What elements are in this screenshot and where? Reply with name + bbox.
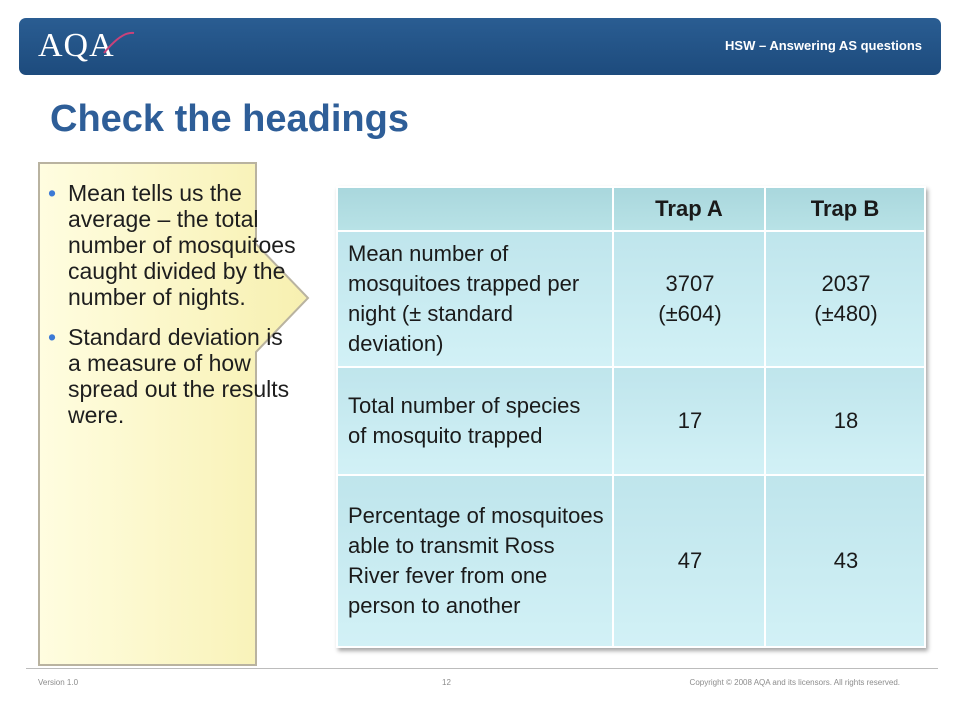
table-header-trap-a: Trap A xyxy=(612,186,766,232)
aqa-logo: AQA xyxy=(38,27,138,65)
row-label-percentage: Percentage of mosquitoes able to transmi… xyxy=(336,474,614,648)
bullet-icon: • xyxy=(48,324,57,350)
table-row: Percentage of mosquitoes able to transmi… xyxy=(336,474,926,648)
footer-copyright: Copyright © 2008 AQA and its licensors. … xyxy=(689,678,900,687)
table-row: Total number of species of mosquito trap… xyxy=(336,366,926,476)
callout-bullet-mean: • Mean tells us the average – the total … xyxy=(48,180,296,310)
logo-swoosh-icon xyxy=(103,31,135,54)
cell-trap-b-percentage: 43 xyxy=(764,474,926,648)
results-table: Trap A Trap B Mean number of mosquitoes … xyxy=(336,186,926,648)
cell-trap-b-species: 18 xyxy=(764,366,926,476)
row-label-species: Total number of species of mosquito trap… xyxy=(336,366,614,476)
callout-box: • Mean tells us the average – the total … xyxy=(36,160,336,668)
cell-trap-a-mean: 3707 (±604) xyxy=(612,230,766,368)
footer-divider xyxy=(26,668,938,669)
cell-trap-a-species: 17 xyxy=(612,366,766,476)
footer-version: Version 1.0 xyxy=(38,678,79,687)
table-header-empty xyxy=(336,186,614,232)
page-title: Check the headings xyxy=(50,98,409,140)
table-row: Mean number of mosquitoes trapped per ni… xyxy=(336,230,926,368)
callout-bullet-sd: • Standard deviation is a measure of how… xyxy=(48,324,290,428)
cell-trap-b-mean: 2037 (±480) xyxy=(764,230,926,368)
bullet-icon: • xyxy=(48,180,57,206)
header-subtitle: HSW – Answering AS questions xyxy=(725,38,922,53)
callout-arrow-shape xyxy=(38,162,310,666)
footer-page-number: 12 xyxy=(442,678,451,687)
row-label-mean: Mean number of mosquitoes trapped per ni… xyxy=(336,230,614,368)
table-header-row: Trap A Trap B xyxy=(336,186,926,232)
table-header-trap-b: Trap B xyxy=(764,186,926,232)
header-bar xyxy=(19,18,941,75)
logo-text: AQA xyxy=(38,27,115,64)
cell-trap-a-percentage: 47 xyxy=(612,474,766,648)
